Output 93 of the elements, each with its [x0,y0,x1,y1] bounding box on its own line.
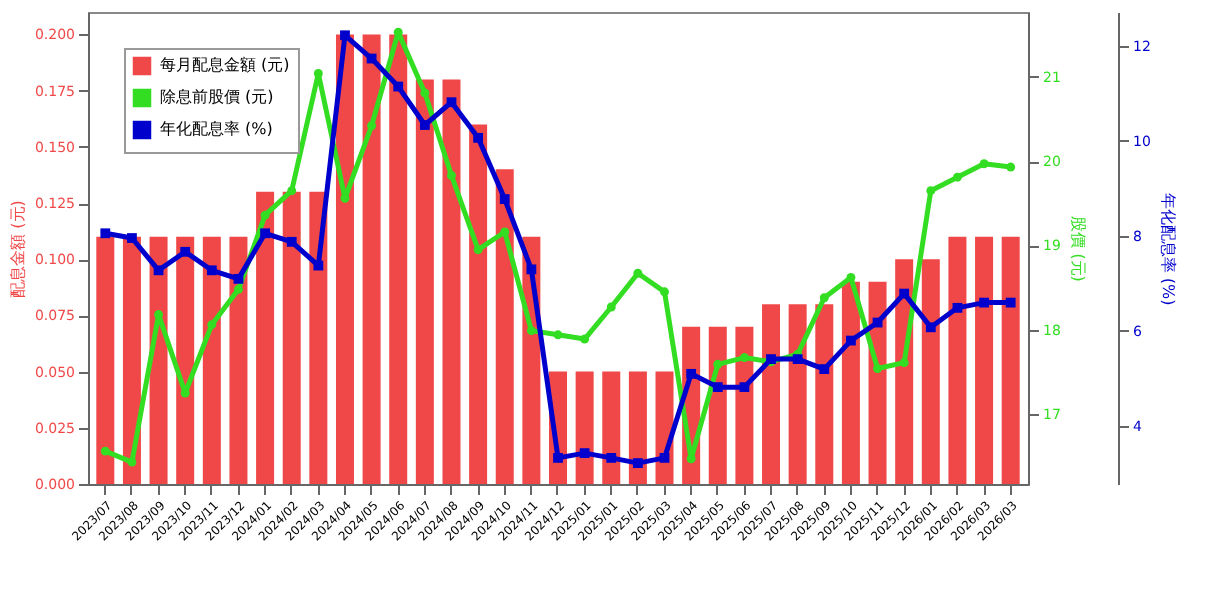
bar [96,236,115,484]
point [873,364,883,373]
bar [628,371,647,484]
point [952,172,962,182]
point [819,293,829,303]
legend-label: 年化配息率 (%) [160,120,273,138]
bar [575,371,594,484]
point [287,186,297,196]
bar [256,191,275,484]
point [792,354,803,365]
point [393,27,403,37]
point [633,268,643,278]
point [313,69,323,78]
point [580,334,590,344]
bar [762,304,781,484]
point [952,302,963,313]
y3-axis-title: 年化配息率 (%) [1158,192,1177,306]
y-axis-title: 配息金額 (元) [8,200,27,298]
point [473,245,483,255]
point [899,288,910,299]
point [127,457,137,467]
point [606,452,617,463]
point [206,265,217,276]
bar [309,191,328,484]
bar [122,236,141,484]
point [979,159,989,169]
legend-label: 每月配息金額 (元) [160,56,290,74]
point [739,353,749,363]
bar [229,236,248,484]
point [686,368,697,379]
point [153,265,164,276]
point [340,30,350,41]
bar [975,236,994,484]
point [420,88,430,98]
point [553,452,563,463]
point [579,448,590,459]
bar [389,34,408,484]
point [739,382,750,393]
point [500,227,510,237]
point [926,186,936,196]
bar [495,169,514,484]
point [127,233,137,243]
point [686,454,696,464]
point [207,320,217,330]
point [100,228,111,239]
point [553,330,563,340]
point [846,273,856,282]
bar [469,124,488,484]
point [286,236,297,247]
bar [415,79,434,484]
point [180,246,191,257]
bar [282,191,301,484]
bar [176,236,195,484]
point [233,273,244,284]
point [632,458,643,469]
bar [442,79,461,484]
point [526,326,536,336]
bar [841,281,860,484]
bar [788,304,807,484]
point [446,97,457,108]
point [712,382,723,393]
bar [921,259,940,484]
point [100,446,110,456]
point [660,287,669,297]
legend-label: 除息前股價 (元) [160,88,274,106]
point [260,210,270,220]
point [367,121,377,131]
bar [362,34,381,484]
point [419,120,430,130]
bar [602,371,621,484]
point [819,364,830,374]
point [473,132,484,143]
point [313,260,324,271]
bar [948,236,967,484]
bar [1001,236,1020,484]
point [499,194,510,204]
point [233,284,243,294]
point [260,228,270,239]
point [526,264,537,275]
point [659,452,670,463]
y2-axis-title: 股價 (元) [1068,216,1087,282]
point [713,359,723,369]
point [1006,162,1016,172]
point [1005,297,1016,308]
point [606,302,616,312]
bar [202,236,221,484]
bar [815,304,834,484]
point [846,335,856,346]
point [899,358,909,368]
point [925,322,936,333]
point [393,81,404,92]
point [447,171,456,180]
point [979,297,989,308]
